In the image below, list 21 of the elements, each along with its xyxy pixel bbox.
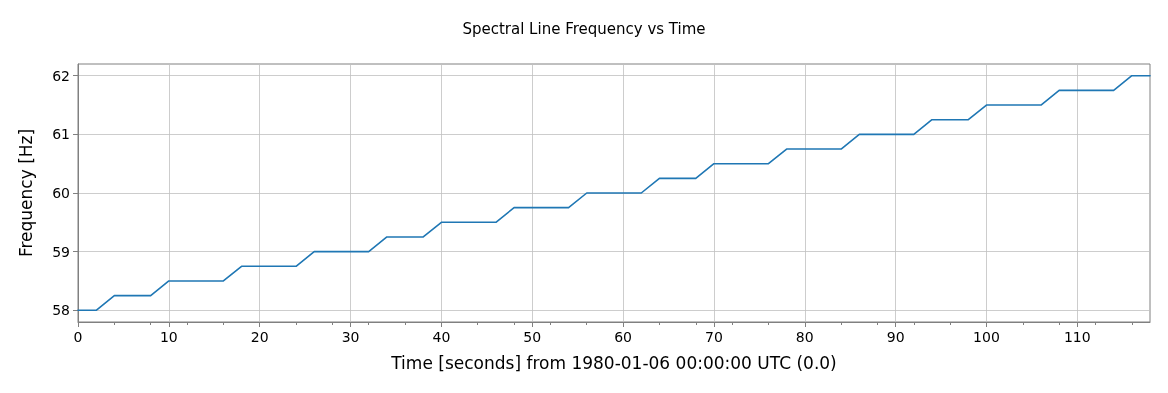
y-tick-label: 62	[52, 67, 70, 84]
x-tick-label: 10	[159, 329, 178, 345]
x-tick-label: 40	[432, 329, 451, 345]
x-tick-label: 30	[341, 329, 360, 345]
y-axis-title: Frequency [Hz]	[15, 128, 36, 258]
y-tick-label: 60	[52, 185, 70, 201]
x-tick-label: 70	[705, 329, 723, 345]
chart-title: Spectral Line Frequency vs Time	[462, 19, 706, 38]
x-tick-label: 80	[795, 329, 814, 345]
x-tick-label: 0	[73, 329, 83, 345]
x-tick-label: 50	[523, 329, 542, 345]
y-tick-label: 58	[52, 302, 70, 319]
x-tick-label: 60	[614, 329, 632, 345]
x-tick-label: 20	[250, 329, 269, 345]
x-axis-title: Time [seconds] from 1980-01-06 00:00:00 UTC (0.0)	[390, 352, 837, 373]
y-tick-label: 59	[52, 243, 70, 260]
x-tick-label: 110	[1063, 329, 1091, 345]
x-tick-label: 100	[973, 329, 1000, 345]
x-tick-label: 90	[886, 329, 905, 345]
y-tick-label: 61	[52, 126, 70, 143]
line-series	[77, 74, 1151, 312]
